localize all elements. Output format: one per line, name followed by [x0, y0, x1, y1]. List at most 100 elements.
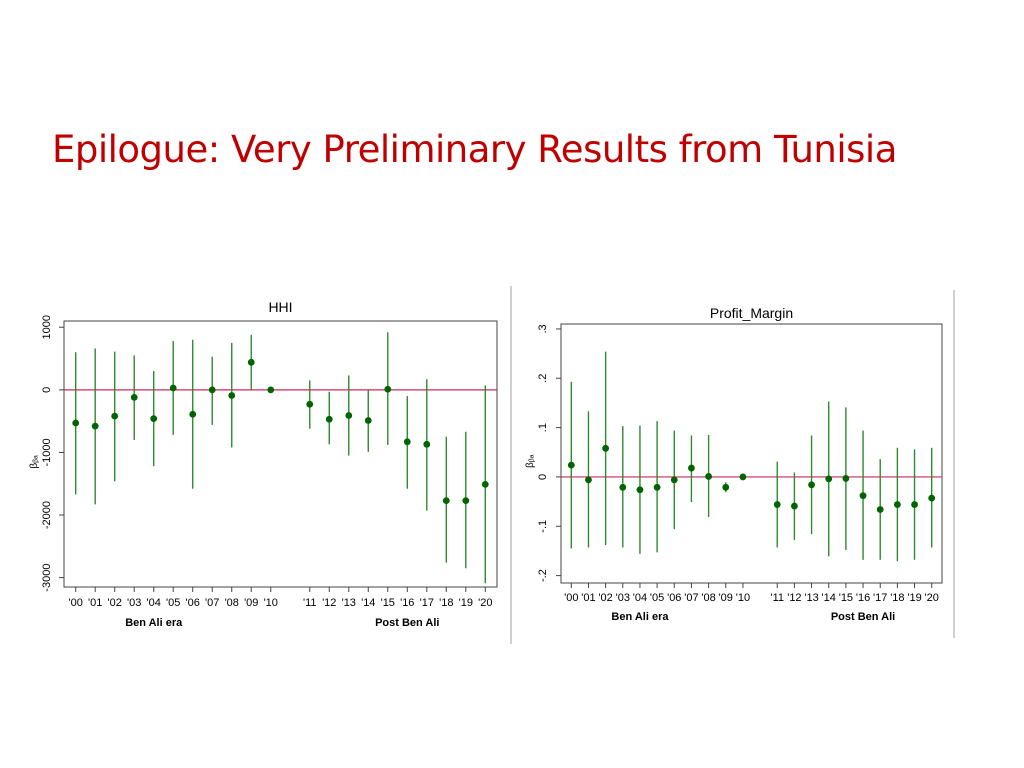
- y-axis-label: βᵦₐ: [525, 454, 536, 468]
- point-estimate: [773, 501, 781, 508]
- y-tick-label: -2000: [41, 501, 53, 529]
- point-estimate: [859, 492, 867, 500]
- x-tick-label: '10: [264, 597, 278, 609]
- point-estimate: [585, 476, 592, 484]
- profit-margin-chart-panel: Profit_Margin .3 .2 .1 0 -.1 -.2 βᵦₐ '00'01'02 '0…: [524, 296, 952, 628]
- point-estimate: [423, 440, 431, 448]
- x-tick-label: '04: [633, 592, 647, 604]
- slide-title: Epilogue: Very Preliminary Results from …: [52, 128, 897, 171]
- point-estimate: [722, 483, 730, 491]
- point-estimate: [364, 417, 372, 424]
- x-tick-label: '00: [69, 597, 83, 609]
- x-tick-label: '05: [166, 597, 180, 609]
- x-tick-label: '00: [564, 592, 578, 604]
- point-estimate: [208, 386, 216, 394]
- y-tick-label: 1000: [41, 315, 53, 339]
- x-tick-label: '03: [127, 597, 141, 609]
- point-estimate: [670, 476, 678, 484]
- point-estimate: [705, 473, 712, 480]
- x-tick-label: '09: [719, 592, 733, 604]
- point-estimate: [602, 444, 610, 452]
- x-tick-label: '08: [225, 597, 239, 609]
- x-tick-label: '05: [650, 592, 664, 604]
- point-estimate: [150, 415, 158, 423]
- point-estimate: [688, 464, 695, 472]
- point-estimate: [462, 497, 470, 505]
- y-tick-label: 0: [41, 387, 53, 393]
- point-estimate: [911, 501, 918, 508]
- x-tick-label: '01: [581, 592, 595, 604]
- y-tick-label: .2: [537, 374, 549, 383]
- y-tick-label: 0: [537, 474, 549, 480]
- x-tick-label: '13: [804, 592, 818, 604]
- x-tick-label: '12: [322, 597, 336, 609]
- point-estimate: [267, 386, 275, 394]
- x-tick-label: '18: [890, 592, 904, 604]
- x-tick-label: '02: [598, 592, 612, 604]
- point-estimate: [228, 392, 236, 399]
- x-tick-label: '03: [616, 592, 630, 604]
- point-estimate: [403, 438, 411, 446]
- point-estimate: [928, 494, 936, 502]
- x-tick-label: '08: [701, 592, 715, 604]
- point-estimate: [842, 475, 850, 482]
- point-estimate: [653, 483, 661, 491]
- group-label: Ben Ali era: [125, 617, 183, 629]
- x-tick-label: '16: [400, 597, 414, 609]
- chart-title: HHI: [268, 299, 292, 315]
- point-estimate: [442, 497, 450, 505]
- group-label: Post Ben Ali: [831, 611, 895, 623]
- point-estimate: [345, 412, 353, 419]
- x-tick-label: '17: [873, 592, 887, 604]
- y-tick-label: -3000: [41, 564, 53, 592]
- point-estimate: [325, 415, 333, 423]
- x-tick-label: '19: [907, 592, 921, 604]
- x-tick-label: '07: [205, 597, 219, 609]
- point-estimate: [130, 393, 138, 401]
- y-axis-label: βᵦₐ: [29, 455, 40, 469]
- x-tick-label: '13: [342, 597, 356, 609]
- chart-title: Profit_Margin: [710, 305, 793, 321]
- x-tick-label: '12: [787, 592, 801, 604]
- point-estimate: [169, 384, 177, 392]
- group-label: Post Ben Ali: [375, 617, 439, 629]
- panel-divider: [510, 286, 512, 644]
- group-label: Ben Ali era: [611, 611, 669, 623]
- point-estimate: [481, 480, 489, 488]
- hhi-chart-panel: HHI 1000 0 -1000 -2000 -3000 βᵦₐ '00 '01 '02 '03 '0…: [29, 290, 506, 635]
- point-estimate: [808, 481, 815, 489]
- x-tick-label: '14: [361, 597, 375, 609]
- x-tick-label: '11: [303, 597, 317, 609]
- point-estimate: [619, 483, 627, 491]
- x-tick-label: '04: [147, 597, 161, 609]
- point-estimate: [247, 358, 255, 366]
- hhi-chart: HHI 1000 0 -1000 -2000 -3000 βᵦₐ '00 '01 '02 '03 '0…: [29, 299, 498, 629]
- x-tick-label: '01: [88, 597, 102, 609]
- x-tick-label: '20: [925, 592, 939, 604]
- x-tick-label: '19: [459, 597, 473, 609]
- y-tick-label: .1: [537, 423, 549, 432]
- y-tick-label: .3: [537, 324, 549, 333]
- point-estimate: [111, 412, 119, 420]
- y-tick-label: -.2: [537, 569, 549, 582]
- y-tick-label: -.1: [537, 520, 549, 533]
- x-tick-label: '18: [439, 597, 453, 609]
- point-estimate: [636, 486, 644, 494]
- x-tick-label: '06: [667, 592, 681, 604]
- x-tick-label: '10: [736, 592, 750, 604]
- x-tick-label: '17: [420, 597, 434, 609]
- panel-edge: [953, 290, 955, 638]
- point-estimate: [384, 385, 392, 393]
- x-tick-label: '15: [381, 597, 395, 609]
- point-estimate: [739, 473, 747, 481]
- x-tick-label: '02: [108, 597, 122, 609]
- x-tick-label: '09: [244, 597, 258, 609]
- x-tick-label: '16: [856, 592, 870, 604]
- x-tick-label: '15: [839, 592, 853, 604]
- point-estimate: [306, 400, 314, 408]
- point-estimate: [893, 501, 901, 508]
- x-tick-label: '07: [684, 592, 698, 604]
- point-estimate: [189, 410, 197, 418]
- y-tick-label: -1000: [41, 438, 53, 466]
- x-tick-label: '20: [478, 597, 492, 609]
